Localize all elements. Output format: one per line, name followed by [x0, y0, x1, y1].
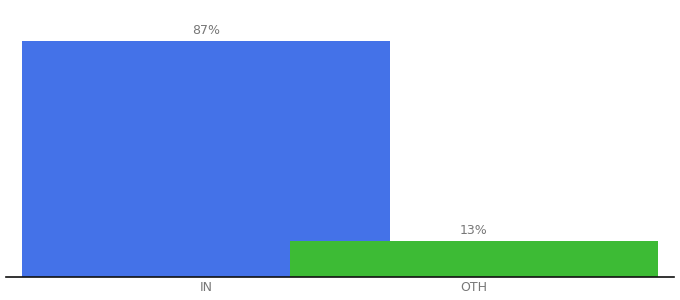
- Bar: [290, 241, 658, 277]
- Bar: [22, 41, 390, 277]
- Text: 13%: 13%: [460, 224, 488, 237]
- Text: 87%: 87%: [192, 24, 220, 37]
